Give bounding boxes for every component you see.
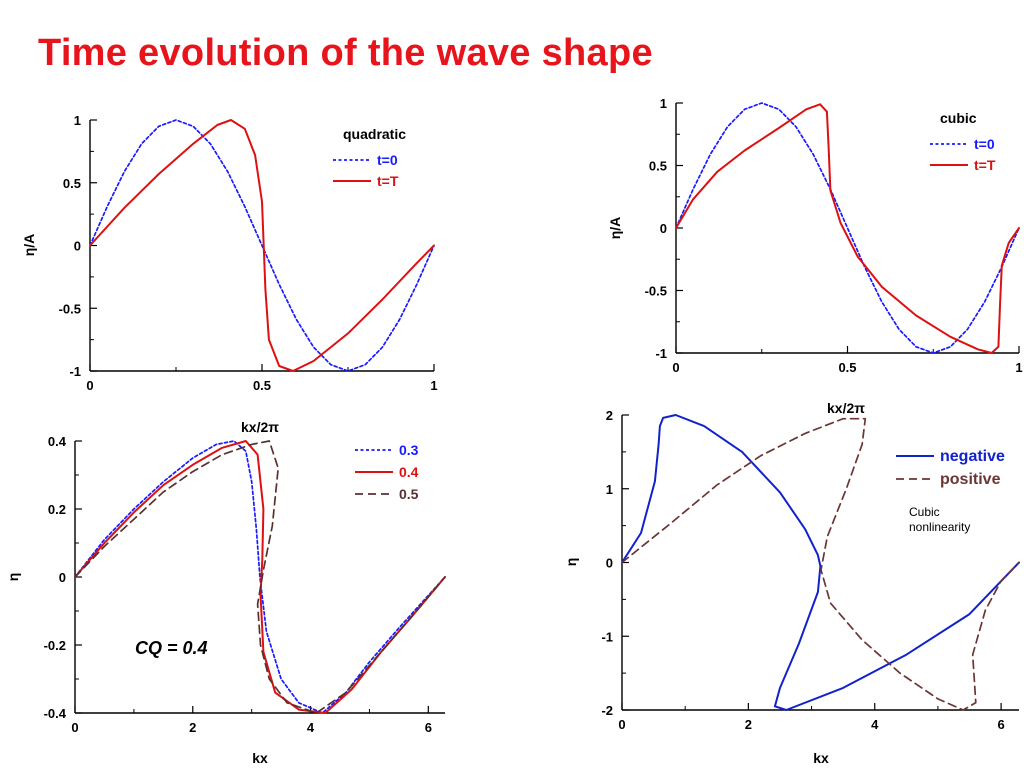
legend-title: quadratic: [343, 126, 406, 142]
y-tick-label: 0.5: [649, 159, 667, 174]
series-line-04: [74, 440, 446, 714]
x-tick-label: 0: [86, 378, 93, 393]
y-tick-label: -0.2: [44, 638, 66, 653]
y-tick-label: 1: [74, 113, 81, 128]
y-tick-label: -2: [601, 703, 613, 718]
series-line-tT: [89, 119, 435, 372]
legend-label: 0.5: [399, 486, 419, 502]
slide-title: Time evolution of the wave shape: [38, 32, 653, 74]
x-tick-label: 0: [672, 360, 679, 375]
y-tick-label: 0: [74, 239, 81, 254]
chart-4: 0 2 4 6 -2 -1 0 1 2 kx η negative positive Cubicnonli…: [563, 408, 1020, 766]
legend-label: positive: [940, 471, 1001, 488]
chart-1: 0 0.5 1 -1 -0.5 0 0.5 1 kx/2π η/A quadratic t=0 t=T: [21, 113, 438, 435]
x-tick-label: 4: [871, 717, 879, 732]
chart-3: 0 2 4 6 -0.4 -0.2 0 0.2 0.4 kx η 0.3 0.4 0.5 CQ = 0.4: [5, 434, 446, 766]
y-tick-label: -1: [69, 364, 81, 379]
legend-label: t=T: [974, 157, 996, 173]
y-tick-label: 0: [660, 221, 667, 236]
y-tick-label: 0.2: [48, 502, 66, 517]
x-axis-label: kx/2π: [827, 400, 865, 416]
x-tick-label: 1: [1015, 360, 1022, 375]
y-axis-label: η/A: [21, 234, 37, 257]
x-tick-label: 1: [430, 378, 437, 393]
annotation-text: Cubic: [909, 505, 940, 519]
chart-2: 0 0.5 1 -1 -0.5 0 0.5 1 kx/2π η/A cubic t=0 t=T: [607, 96, 1023, 416]
legend-title: cubic: [940, 110, 977, 126]
x-tick-label: 2: [745, 717, 752, 732]
series-line-negative: [621, 414, 1020, 711]
legend-label: t=0: [974, 136, 995, 152]
legend-label: t=T: [377, 173, 399, 189]
series-line-positive: [621, 417, 1020, 711]
y-tick-label: 0.5: [63, 176, 81, 191]
annotation-text: nonlinearity: [909, 520, 970, 534]
y-tick-label: 0: [59, 570, 66, 585]
series-line-t0: [89, 119, 435, 372]
y-tick-label: 2: [606, 408, 613, 423]
legend-label: 0.4: [399, 464, 419, 480]
y-axis-label: η/A: [607, 217, 623, 240]
x-tick-label: 4: [307, 720, 315, 735]
x-tick-label: 0: [71, 720, 78, 735]
y-tick-label: 0: [606, 556, 613, 571]
y-tick-label: 1: [660, 96, 667, 111]
y-tick-label: 0.4: [48, 434, 67, 449]
series-line-05: [74, 440, 446, 714]
y-tick-label: -0.5: [59, 301, 81, 316]
annotation-text: CQ = 0.4: [135, 638, 208, 658]
y-tick-label: 1: [606, 482, 613, 497]
y-tick-label: -1: [655, 346, 667, 361]
x-axis-label: kx: [252, 750, 268, 766]
x-tick-label: 6: [997, 717, 1004, 732]
x-tick-label: 2: [189, 720, 196, 735]
y-tick-label: -1: [601, 629, 613, 644]
x-tick-label: 0: [618, 717, 625, 732]
x-axis-label: kx/2π: [241, 419, 279, 435]
x-tick-label: 0.5: [253, 378, 271, 393]
legend-label: 0.3: [399, 442, 419, 458]
y-tick-label: -0.5: [645, 284, 667, 299]
x-axis-label: kx: [813, 750, 829, 766]
legend-label: negative: [940, 448, 1005, 465]
x-tick-label: 6: [425, 720, 432, 735]
series-line-tT: [675, 103, 1020, 354]
x-tick-label: 0.5: [838, 360, 856, 375]
series-line-t0: [675, 102, 1020, 354]
y-tick-label: -0.4: [44, 706, 67, 721]
y-axis-label: η: [5, 573, 21, 582]
legend-label: t=0: [377, 152, 398, 168]
y-axis-label: η: [563, 558, 579, 567]
